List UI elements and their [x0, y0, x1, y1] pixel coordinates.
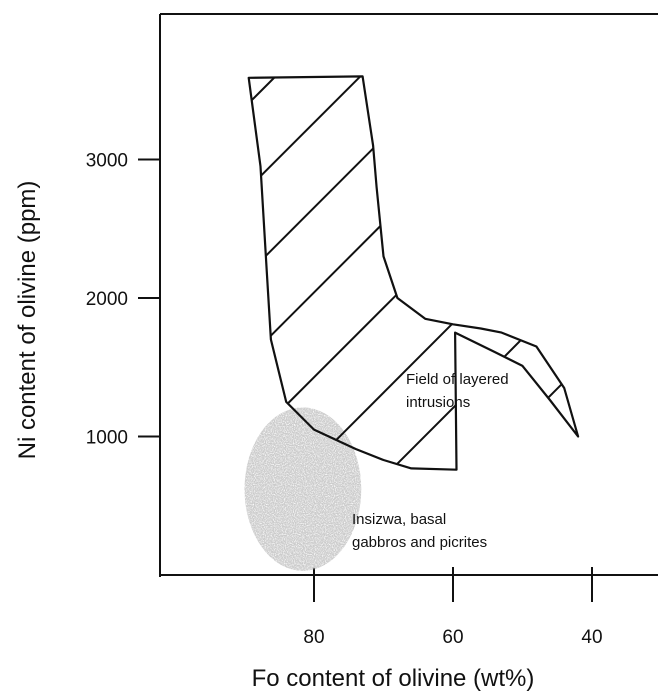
insizwa-label-line-1: Insizwa, basal [352, 511, 446, 528]
y-tick-label: 2000 [86, 289, 128, 310]
y-tick-label: 3000 [86, 151, 128, 172]
x-tick-group: 80 60 40 [303, 567, 603, 648]
hatch-line [287, 294, 398, 405]
y-tick-group: 1000 2000 3000 [86, 151, 160, 449]
layered-field-label-line-1: Field of layered [406, 371, 509, 388]
hatch-line [547, 383, 563, 399]
x-axis-title: Fo content of olivine (wt%) [252, 665, 535, 692]
hatch-line [260, 75, 362, 177]
hatch-line [250, 76, 276, 101]
x-tick-label: 80 [303, 627, 324, 648]
insizwa-label-line-2: gabbros and picrites [352, 534, 487, 551]
layered-field-label: Field of layered intrusions [406, 371, 513, 411]
x-tick-label: 60 [442, 627, 463, 648]
hatch-group [250, 75, 563, 465]
y-axis-title: Ni content of olivine (ppm) [14, 181, 41, 460]
layered-intrusions-outline [247, 75, 580, 471]
hatch-line [396, 404, 457, 465]
x-tick-label: 40 [581, 627, 602, 648]
hatch-line [265, 147, 375, 257]
layered-field-label-line-2: intrusions [406, 394, 470, 411]
hatch-line [335, 323, 453, 441]
insizwa-field [244, 407, 362, 571]
hatch-line [269, 225, 382, 337]
insizwa-label: Insizwa, basal gabbros and picrites [352, 511, 487, 551]
hatch-line [503, 339, 522, 358]
y-tick-label: 1000 [86, 428, 128, 449]
